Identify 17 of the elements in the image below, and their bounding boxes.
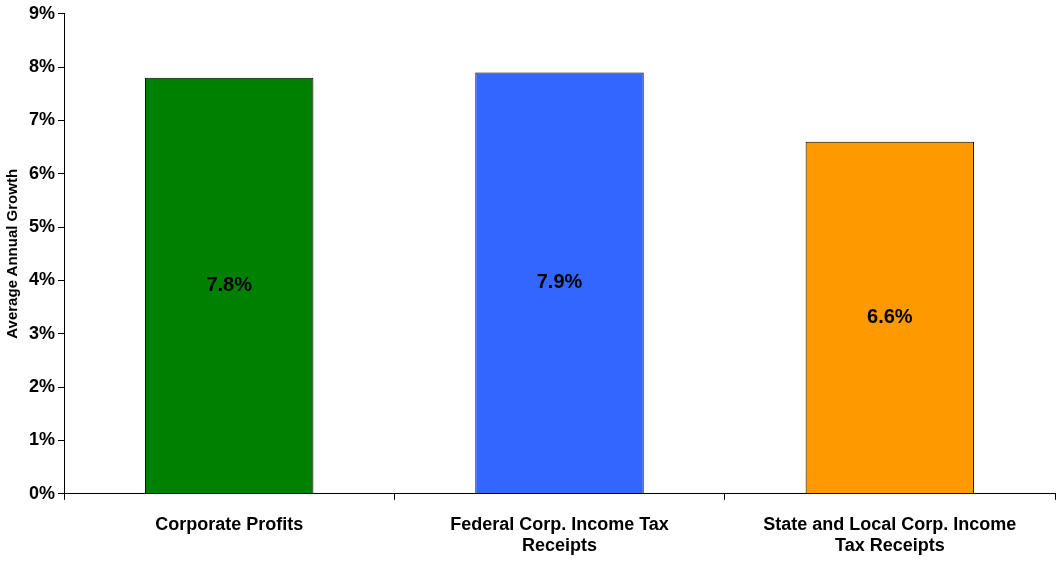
y-tick-label: 8%	[29, 56, 56, 77]
y-tick-label: 6%	[29, 162, 56, 183]
data-label: 7.8%	[206, 273, 253, 296]
y-axis-title: Average Annual Growth	[3, 168, 21, 339]
y-tick-label: 4%	[29, 269, 56, 290]
data-label: 6.6%	[867, 305, 913, 328]
y-tick-label: 3%	[29, 322, 56, 343]
x-tick-label: State and Local Corp. Income Tax Receipts	[763, 513, 1017, 556]
y-tick-label: 1%	[29, 429, 56, 450]
x-tick-label: Federal Corp. Income Tax Receipts	[450, 513, 669, 556]
y-tick-label: 2%	[29, 376, 56, 397]
y-tick-label: 5%	[29, 216, 56, 237]
y-tick-label: 7%	[29, 109, 56, 130]
data-label: 7.9%	[536, 270, 583, 293]
y-tick-label: 9%	[29, 2, 56, 23]
x-tick-label: Corporate Profits	[155, 513, 304, 534]
y-tick-label: 0%	[29, 482, 56, 503]
